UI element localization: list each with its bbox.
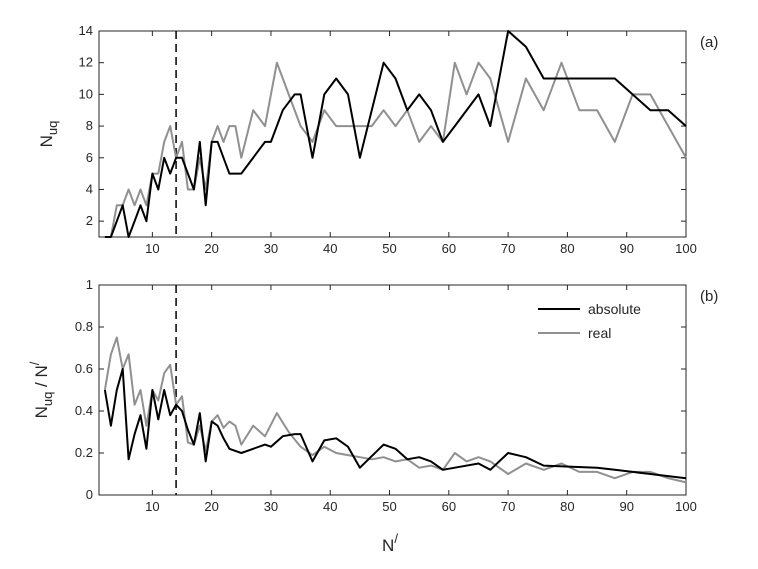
panel-a-xtick-label: 60 xyxy=(442,241,456,256)
panel-a-ytick-label: 12 xyxy=(79,55,93,70)
panel-b-ticks: 10 20 30 40 50 60 70 80 90 100 0 0.2 0.4 0.6 0.8 1 xyxy=(75,277,697,514)
panel-a-ytick-label: 2 xyxy=(86,213,93,228)
panel-b-ytick-label: 0 xyxy=(86,487,93,502)
panel-b-ylabel-rest: / N xyxy=(32,365,51,391)
panel-a-series xyxy=(104,30,687,238)
panel-a-ytick-label: 8 xyxy=(86,118,93,133)
panel-a-xtick-label: 10 xyxy=(145,241,159,256)
panel-b-xtick-label: 90 xyxy=(619,499,633,514)
x-axis-label-sup: / xyxy=(394,531,398,546)
panel-a-ytick-label: 4 xyxy=(86,181,93,196)
panel-b-xtick-label: 80 xyxy=(560,499,574,514)
legend: absolute real xyxy=(533,296,678,358)
panel-b-xtick-label: 100 xyxy=(675,499,697,514)
legend-label-real: real xyxy=(588,325,611,341)
panel-b-series-real xyxy=(103,336,687,484)
panel-b-xtick-label: 60 xyxy=(442,499,456,514)
panel-b-tag: (b) xyxy=(700,288,718,305)
panel-a-xtick-label: 100 xyxy=(675,241,697,256)
panel-b-ylabel-sub: uq xyxy=(40,392,55,406)
panel-b-ylabel: Nuq / N/ xyxy=(27,361,55,418)
x-axis-label-main: N xyxy=(382,536,394,555)
panel-b-series-absolute xyxy=(103,368,687,480)
panel-a-series-real xyxy=(104,61,687,238)
panel-a-ylabel-main: N xyxy=(37,135,56,147)
panel-a-series-absolute xyxy=(104,30,687,238)
panel-a-ytick-label: 10 xyxy=(79,86,93,101)
legend-label-absolute: absolute xyxy=(588,301,641,317)
panel-a-ylabel: Nuq xyxy=(37,121,60,148)
panel-b-ytick-label: 1 xyxy=(86,277,93,292)
panel-a-xtick-label: 80 xyxy=(560,241,574,256)
panel-b-ytick-label: 0.8 xyxy=(75,319,93,334)
panel-a-xtick-label: 20 xyxy=(204,241,218,256)
panel-b-ytick-label: 0.6 xyxy=(75,361,93,376)
panel-a-ticks: 10 20 30 40 50 60 70 80 90 100 2 4 6 8 10 12 14 xyxy=(79,23,697,256)
panel-b-xtick-label: 40 xyxy=(323,499,337,514)
x-axis-label: N/ xyxy=(382,531,398,555)
panel-b-xtick-label: 50 xyxy=(382,499,396,514)
panel-b-ytick-label: 0.2 xyxy=(75,445,93,460)
panel-a-ytick-label: 14 xyxy=(79,23,93,38)
panel-a: 10 20 30 40 50 60 70 80 90 100 2 4 6 8 10 12 14 (a) Nuq xyxy=(37,23,718,256)
legend-box xyxy=(533,296,678,358)
panel-b-xtick-label: 20 xyxy=(204,499,218,514)
panel-b-series xyxy=(103,336,687,484)
panel-b-ytick-label: 0.4 xyxy=(75,403,93,418)
panel-a-xtick-label: 30 xyxy=(264,241,278,256)
panel-a-xtick-label: 70 xyxy=(501,241,515,256)
panel-a-xtick-label: 40 xyxy=(323,241,337,256)
panel-a-ylabel-sub: uq xyxy=(45,121,60,135)
panel-b-ylabel-main: N xyxy=(32,406,51,418)
panel-a-axes-box xyxy=(98,30,687,238)
panel-b-xtick-label: 30 xyxy=(264,499,278,514)
panel-b-xtick-label: 10 xyxy=(145,499,159,514)
panel-b-xtick-label: 70 xyxy=(501,499,515,514)
panel-b-ylabel-sup: / xyxy=(27,361,42,365)
panel-a-xtick-label: 50 xyxy=(382,241,396,256)
panel-a-xtick-label: 90 xyxy=(619,241,633,256)
panel-a-ytick-label: 6 xyxy=(86,150,93,165)
panel-a-tag: (a) xyxy=(700,34,718,51)
